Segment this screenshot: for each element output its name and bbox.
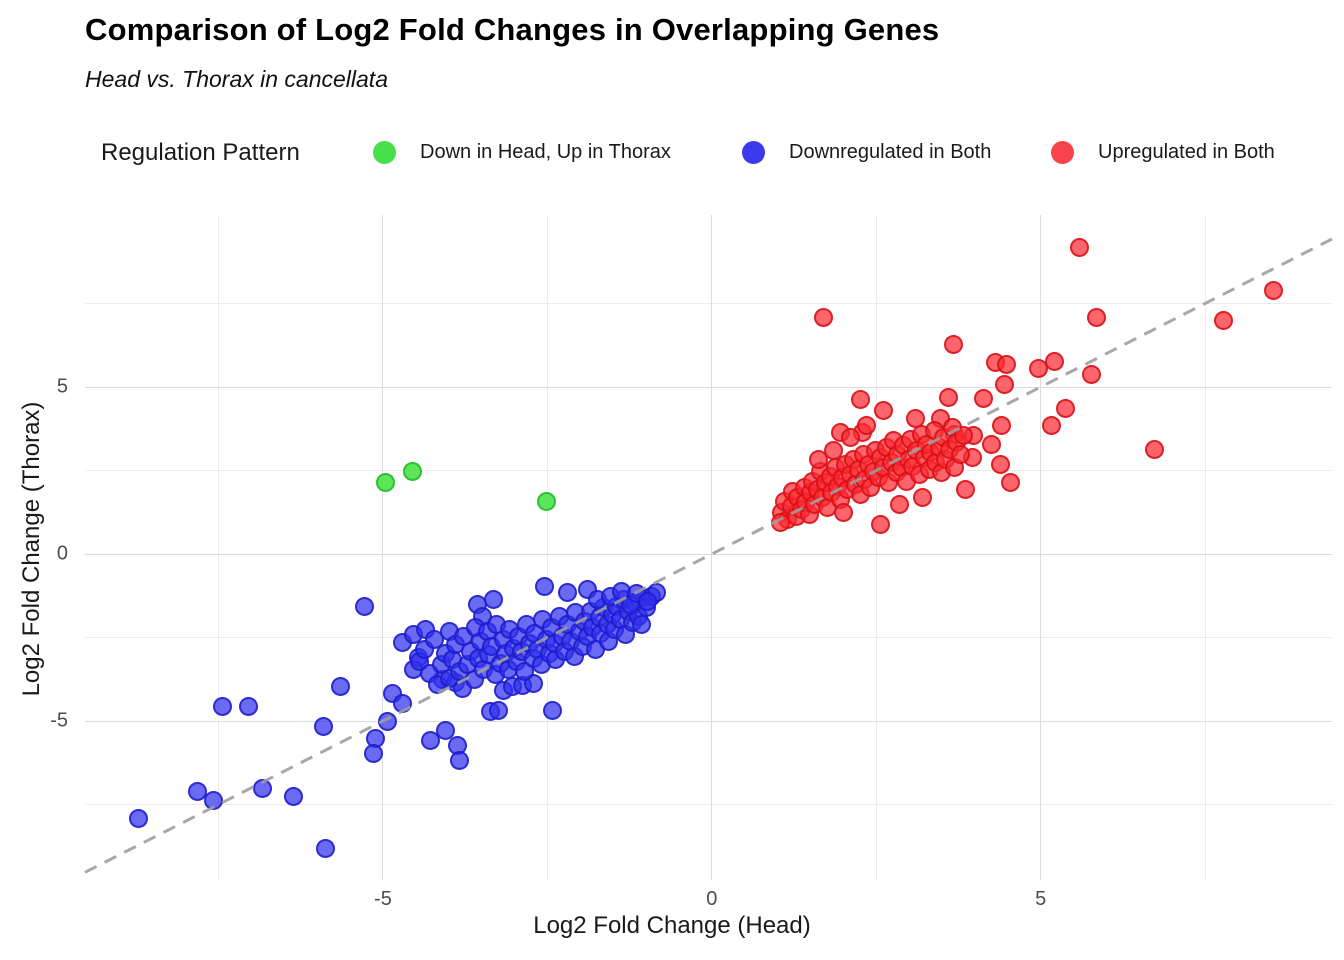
data-point — [252, 778, 272, 798]
legend-item-label: Downregulated in Both — [789, 140, 992, 163]
chart-title: Comparison of Log2 Fold Changes in Overl… — [85, 12, 940, 47]
data-point — [483, 590, 503, 610]
data-point — [956, 479, 975, 499]
legend-title: Regulation Pattern — [101, 139, 300, 166]
data-point — [364, 744, 384, 764]
gridline — [85, 553, 1332, 555]
data-point — [283, 787, 303, 807]
data-point — [449, 751, 469, 771]
data-point — [973, 389, 993, 409]
data-point — [938, 388, 958, 408]
data-point — [377, 712, 397, 731]
data-point — [354, 597, 374, 617]
data-point — [1086, 307, 1106, 327]
data-point — [314, 717, 334, 737]
data-point — [1042, 416, 1062, 436]
legend-item-downregulated-both: Downregulated in Both — [742, 139, 991, 165]
gridline — [85, 386, 1332, 388]
gridline — [546, 215, 548, 880]
data-point — [890, 494, 910, 514]
gridline — [875, 215, 877, 880]
data-point — [239, 696, 259, 716]
data-point — [537, 491, 557, 511]
data-point — [995, 374, 1015, 394]
gridline — [85, 303, 1332, 304]
gridline — [382, 215, 384, 880]
x-tick-label: -5 — [374, 888, 392, 910]
data-point — [212, 696, 232, 716]
data-point — [840, 428, 860, 448]
data-point — [992, 416, 1012, 436]
data-point — [331, 676, 351, 696]
data-point — [1045, 351, 1065, 371]
y-tick-label: 0 — [56, 542, 68, 565]
y-tick-label: 5 — [56, 375, 68, 398]
data-point — [316, 838, 336, 858]
data-point — [1082, 364, 1102, 384]
data-point — [535, 576, 555, 596]
data-point — [834, 503, 854, 523]
red-dot-icon — [1051, 140, 1074, 164]
data-point — [770, 513, 790, 533]
gridline — [85, 720, 1332, 722]
data-point — [489, 700, 509, 720]
legend-item-label: Down in Head, Up in Thorax — [420, 140, 671, 163]
gridline — [711, 215, 713, 880]
data-point — [982, 434, 1002, 454]
data-point — [1000, 473, 1020, 493]
data-point — [129, 808, 149, 828]
data-point — [542, 700, 562, 720]
data-point — [375, 473, 395, 493]
legend-item-upregulated-both: Upregulated in Both — [1051, 139, 1275, 165]
y-axis-title: Log2 Fold Change (Thorax) — [18, 401, 45, 697]
data-point — [851, 390, 871, 410]
gridline — [85, 470, 1332, 471]
data-point — [638, 591, 658, 611]
data-point — [943, 334, 963, 354]
data-point — [1263, 281, 1283, 301]
data-point — [204, 791, 224, 811]
green-dot-icon — [373, 140, 396, 164]
chart-subtitle: Head vs. Thorax in cancellata — [85, 66, 388, 92]
data-point — [631, 615, 651, 635]
data-point — [990, 454, 1010, 474]
blue-dot-icon — [742, 140, 765, 164]
gridline — [1204, 215, 1206, 880]
data-point — [873, 401, 893, 421]
data-point — [913, 488, 933, 508]
data-point — [393, 693, 412, 713]
x-tick-label: 5 — [1035, 888, 1047, 910]
data-point — [402, 461, 422, 481]
data-point — [1144, 440, 1164, 460]
data-point — [870, 514, 890, 534]
data-point — [558, 583, 578, 603]
legend-item-label: Upregulated in Both — [1098, 140, 1275, 163]
data-point — [813, 307, 833, 327]
gridline — [218, 215, 219, 880]
data-point — [1213, 311, 1233, 331]
gridline — [85, 637, 1332, 638]
data-point — [997, 354, 1017, 374]
y-tick-label: -5 — [50, 709, 68, 732]
legend-item-down-head-up-thorax: Down in Head, Up in Thorax — [373, 139, 671, 165]
data-point — [857, 416, 877, 436]
data-point — [1055, 399, 1075, 419]
gridline — [85, 804, 1332, 805]
x-tick-label: 0 — [706, 888, 718, 910]
data-point — [1069, 237, 1089, 257]
gridline — [1040, 215, 1042, 880]
x-axis-title: Log2 Fold Change (Head) — [533, 912, 811, 939]
